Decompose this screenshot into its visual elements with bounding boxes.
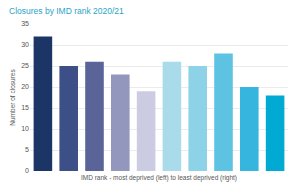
svg-text:5: 5: [25, 146, 29, 153]
svg-text:35: 35: [21, 20, 29, 27]
svg-text:Number of closures: Number of closures: [9, 69, 16, 126]
svg-text:15: 15: [21, 104, 29, 111]
svg-text:IMD rank - most deprived (left: IMD rank - most deprived (left) to least…: [81, 174, 237, 182]
svg-text:10: 10: [21, 125, 29, 132]
svg-text:20: 20: [21, 83, 29, 90]
svg-text:25: 25: [21, 62, 29, 69]
svg-text:30: 30: [21, 41, 29, 48]
svg-text:Closures by IMD rank 2020/21: Closures by IMD rank 2020/21: [9, 6, 124, 16]
svg-text:0: 0: [25, 167, 29, 174]
